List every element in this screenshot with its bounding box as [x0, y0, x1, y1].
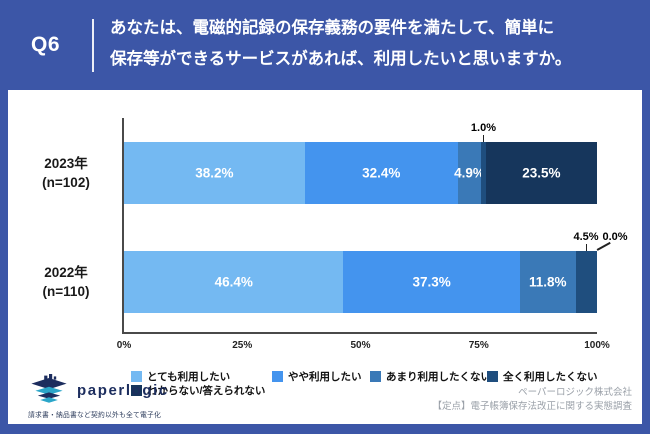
legend-swatch: [370, 371, 381, 382]
legend-label: あまり利用したくない: [386, 371, 491, 383]
segment-value-label: 38.2%: [195, 165, 234, 181]
axis-tick-label: 0%: [116, 340, 132, 351]
question-line-1: あなたは、電磁的記録の保存義務の要件を満たして、簡単に: [110, 19, 555, 37]
bar-2022: 46.4% 37.3% 11.8%: [124, 251, 597, 313]
question-text: あなたは、電磁的記録の保存義務の要件を満たして、簡単に 保存等ができるサービスが…: [110, 13, 571, 75]
bar-segment: 11.8%: [519, 251, 576, 313]
bar-segment: 32.4%: [304, 142, 458, 204]
survey-title: 【定点】電子帳簿保存法改正に関する実態調査: [432, 400, 632, 412]
legend-label: わからない/答えられない: [147, 385, 266, 397]
footer-credits: ペーパーロジック株式会社 【定点】電子帳簿保存法改正に関する実態調査: [432, 386, 632, 413]
chart-card: 2023年 (n=102) 38.2% 32.4% 4.9% 23.5% 1.0% 2022年…: [8, 90, 642, 424]
category-n: (n=102): [42, 175, 90, 190]
callout-line: [585, 244, 588, 251]
legend-swatch: [487, 371, 498, 382]
legend-label: とても利用したい: [147, 371, 231, 383]
callout-value-label: 0.0%: [602, 231, 628, 243]
axis-tick-label: 50%: [350, 340, 371, 351]
paperlogic-logo: paperlogic: [28, 374, 169, 406]
question-line-2: 保存等ができるサービスがあれば、利用したいと思いますか。: [110, 50, 572, 68]
question-header: Q6 あなたは、電磁的記録の保存義務の要件を満たして、簡単に 保存等ができるサー…: [0, 0, 650, 90]
segment-value-label: 23.5%: [522, 165, 561, 181]
callout-value-label: 1.0%: [470, 122, 497, 134]
category-year: 2023年: [44, 156, 88, 171]
category-label: 2022年 (n=110): [18, 263, 114, 301]
axis-tick-label: 100%: [584, 340, 610, 351]
bar-segment: [575, 251, 597, 313]
axis-tick-label: 25%: [232, 340, 253, 351]
legend-item: やや利用したい: [272, 369, 362, 384]
legend-swatch: [272, 371, 283, 382]
callout-value-label: 4.5%: [573, 231, 599, 243]
segment-value-label: 4.9%: [454, 165, 485, 181]
bar-segment: 37.3%: [343, 251, 520, 313]
legend-label: やや利用したい: [288, 371, 362, 383]
legend-label: 全く利用したくない: [503, 371, 598, 383]
company-name: ペーパーロジック株式会社: [518, 387, 632, 398]
paperlogic-logo-icon: [31, 374, 67, 403]
legend-item: 全く利用したくない: [487, 369, 598, 384]
segment-value-label: 46.4%: [214, 274, 253, 290]
bar-segment: 38.2%: [124, 142, 305, 204]
legend-swatch: [131, 385, 142, 396]
logo-tagline: 請求書・納品書など契約以外も全て電子化: [28, 412, 161, 419]
plot-area: 2023年 (n=102) 38.2% 32.4% 4.9% 23.5% 1.0% 2022年…: [42, 118, 628, 351]
segment-value-label: 32.4%: [362, 165, 401, 181]
bar-2023: 38.2% 32.4% 4.9% 23.5%: [124, 142, 597, 204]
callout-line: [482, 135, 485, 142]
legend-item: とても利用したい: [131, 369, 230, 384]
bar-segment: 46.4%: [124, 251, 344, 313]
paperlogic-logo-text: paperlogic: [77, 381, 169, 399]
category-n: (n=110): [42, 284, 90, 299]
callout-line: [596, 241, 611, 251]
bar-segment: [481, 142, 486, 204]
bar-segment: 4.9%: [454, 142, 485, 204]
bar-segment: 23.5%: [485, 142, 597, 204]
legend-item: あまり利用したくない: [370, 369, 491, 384]
legend-item: わからない/答えられない: [131, 383, 265, 398]
segment-value-label: 37.3%: [412, 274, 451, 290]
header-separator: [92, 19, 94, 72]
segment-value-label: 11.8%: [529, 274, 567, 290]
category-label: 2023年 (n=102): [18, 154, 114, 192]
axis-tick-label: 75%: [468, 340, 489, 351]
legend-swatch: [131, 371, 142, 382]
question-number: Q6: [31, 33, 61, 56]
category-year: 2022年: [44, 265, 88, 280]
